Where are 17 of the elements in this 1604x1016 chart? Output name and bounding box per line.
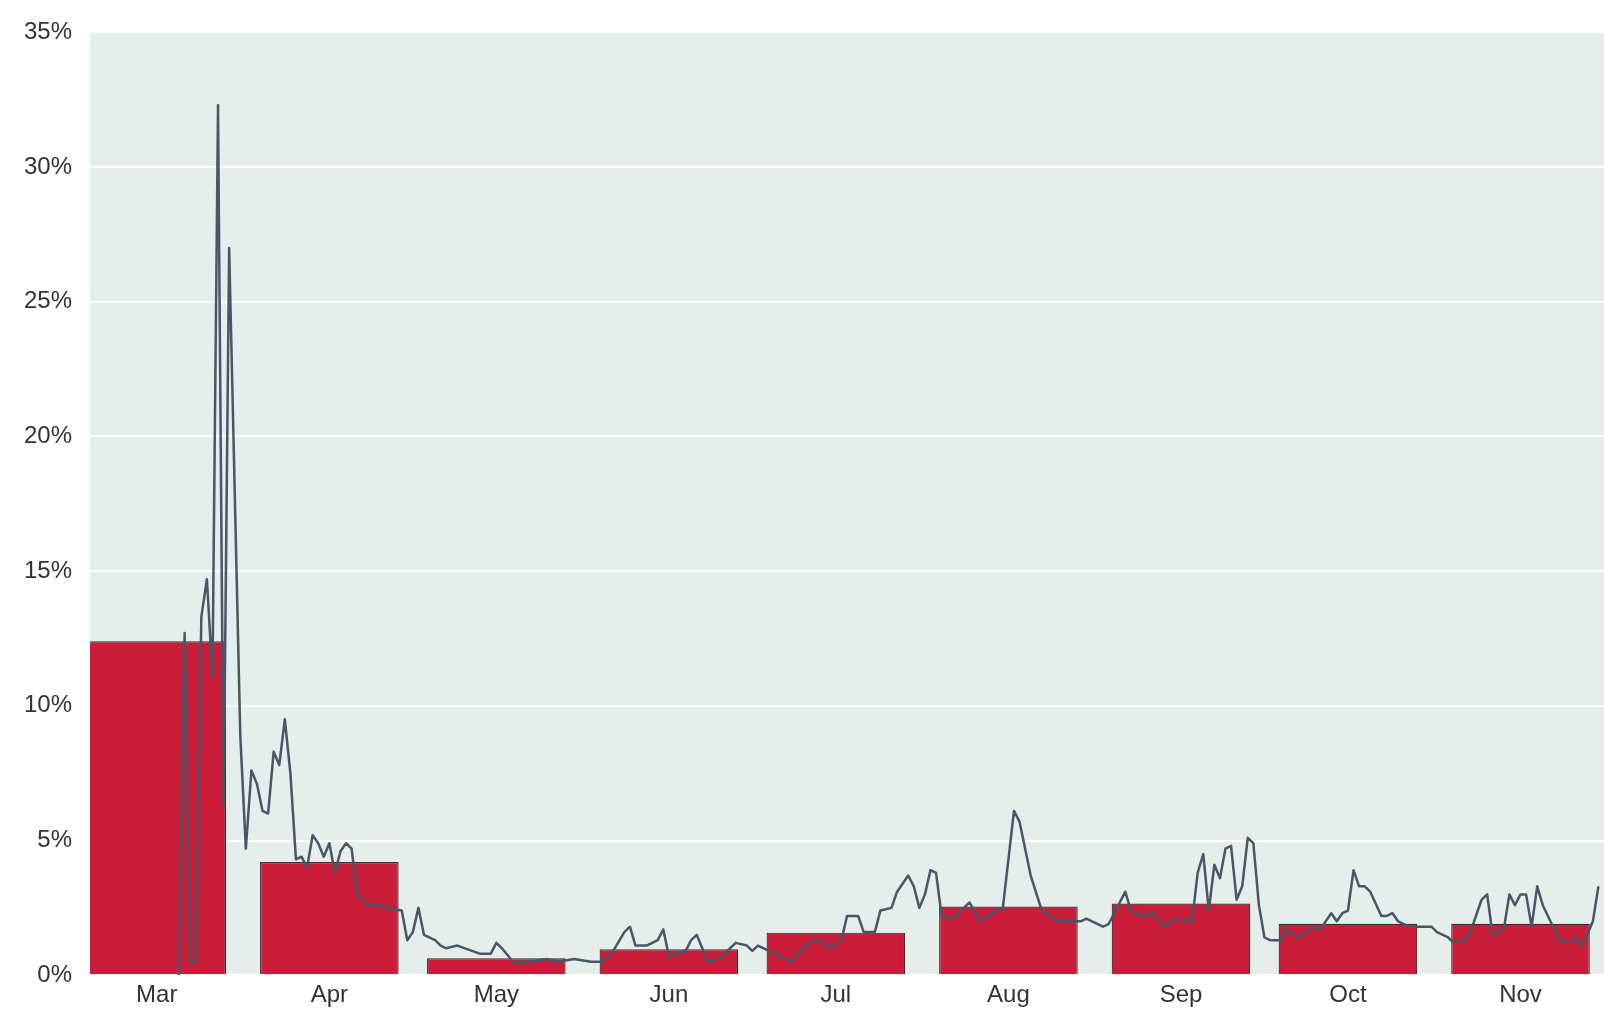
y-tick-label: 20% [23,421,72,449]
x-tick-label: Aug [987,980,1030,1008]
x-tick-label: Nov [1499,980,1542,1008]
x-tick-label: Jun [649,980,689,1008]
y-tick-label: 0% [37,959,72,987]
y-tick-label: 5% [37,825,72,853]
y-tick-label: 15% [23,555,72,583]
x-tick-label: Sep [1159,980,1203,1008]
y-tick-label: 25% [23,286,72,314]
x-tick-label: Jul [820,980,852,1008]
x-tick-label: Oct [1329,980,1367,1008]
y-tick-label: 10% [23,690,72,718]
x-tick-label: May [473,980,519,1008]
y-tick-label: 35% [23,17,72,45]
x-tick-label: Mar [136,980,178,1008]
x-tick-label: Apr [310,980,349,1008]
y-tick-label: 30% [23,151,72,179]
